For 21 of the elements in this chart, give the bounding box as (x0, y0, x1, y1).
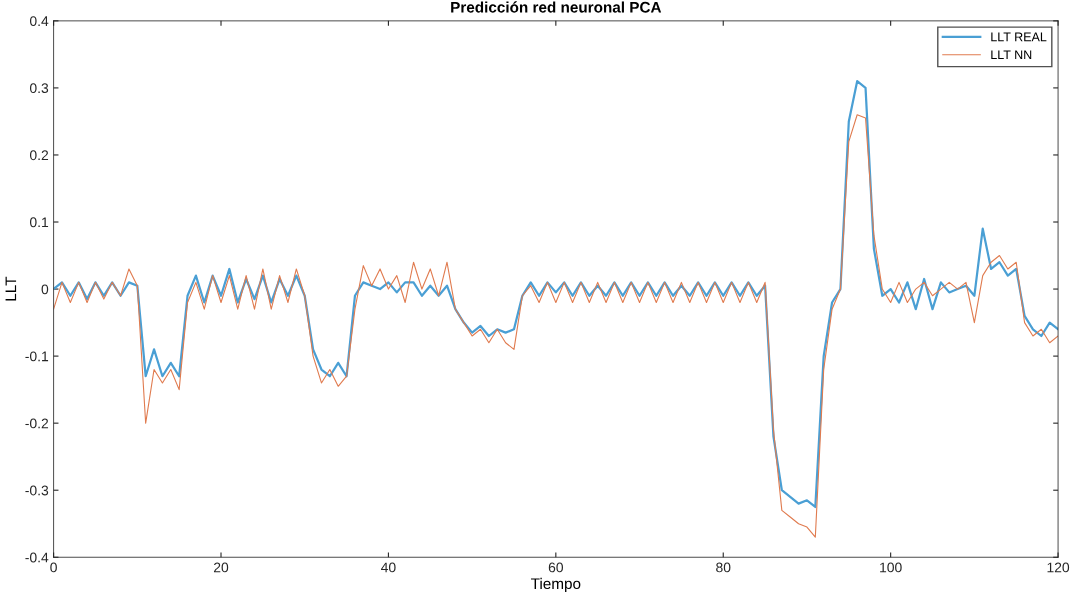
y-tick-label: 0.2 (29, 150, 49, 161)
x-tick-label: 100 (880, 562, 902, 573)
y-tick-label: 0.3 (29, 83, 49, 94)
y-tick-label: -0.2 (25, 418, 49, 429)
legend-label: LLT REAL (991, 32, 1047, 42)
y-tick-label: 0.1 (29, 217, 49, 228)
y-tick-label: -0.4 (25, 552, 49, 563)
legend-label: LLT NN (991, 50, 1032, 60)
x-tick-label: 0 (50, 562, 57, 573)
y-axis-title: LLT (5, 276, 17, 301)
y-tick-label: -0.3 (25, 485, 49, 496)
y-tick-label: 0.4 (29, 16, 49, 27)
x-tick-label: 40 (381, 562, 396, 573)
x-tick-label: 120 (1047, 562, 1070, 573)
y-tick-label: 0 (41, 284, 49, 295)
y-tick-label: -0.1 (25, 351, 49, 362)
x-axis-title: Tiempo (530, 577, 581, 593)
x-tick-label: 20 (213, 562, 229, 573)
x-tick-label: 80 (716, 562, 731, 573)
x-tick-label: 60 (548, 562, 564, 573)
chart-title: Predicción red neuronal PCA (451, 1, 662, 13)
